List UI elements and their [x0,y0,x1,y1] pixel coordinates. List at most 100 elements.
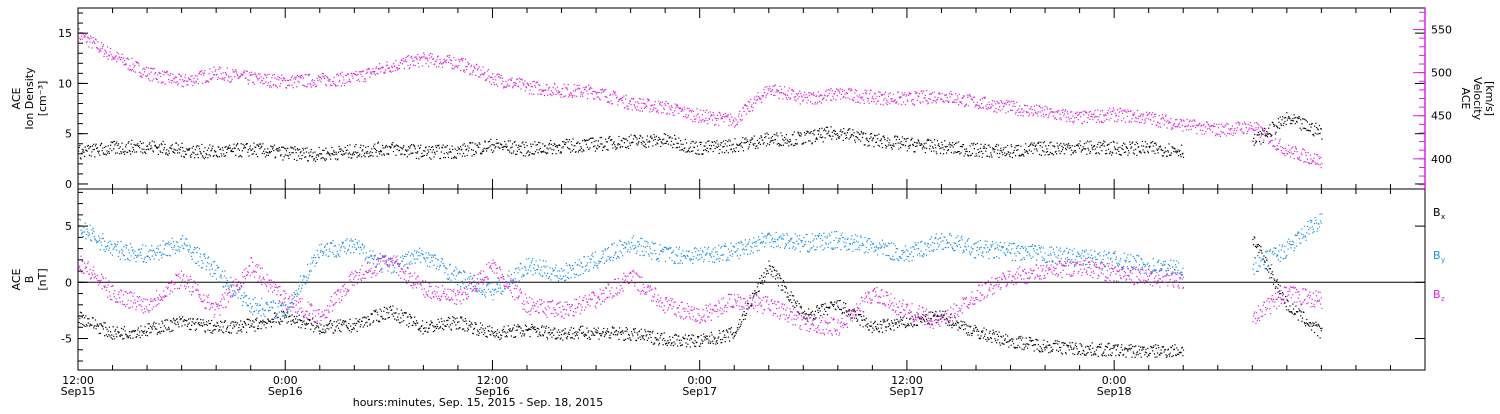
data-point [635,136,636,137]
data-point [1155,143,1156,144]
data-point [513,150,514,151]
data-point [392,144,393,145]
data-point [971,143,972,144]
data-point [191,325,192,326]
data-point [1057,145,1058,146]
data-point [107,336,108,337]
data-point [601,335,602,336]
data-point [525,330,526,331]
data-point [1112,152,1113,153]
data-point [150,68,151,69]
data-point [1222,132,1223,133]
data-point [283,77,284,78]
data-point [1305,152,1306,153]
data-point [222,147,223,148]
data-point [544,332,545,333]
data-point [644,142,645,143]
data-point [271,146,272,147]
data-point [117,331,118,332]
data-point [962,146,963,147]
data-point [591,331,592,332]
data-point [854,132,855,133]
data-point [859,94,860,95]
data-point [890,98,891,99]
data-point [1048,154,1049,155]
data-point [1268,133,1269,134]
data-point [596,93,597,94]
data-point [245,147,246,148]
data-point [454,322,455,323]
data-point [574,84,575,85]
data-point [755,148,756,149]
data-point [1151,114,1152,115]
data-point [1269,133,1270,134]
data-point [195,322,196,323]
data-point [620,331,621,332]
data-point [1110,111,1111,112]
data-point [801,133,802,134]
data-point [332,153,333,154]
data-point [948,101,949,102]
data-point [1249,128,1250,129]
data-point [1018,108,1019,109]
data-point [462,145,463,146]
data-point [424,151,425,152]
data-point [561,334,562,335]
data-point [321,78,322,79]
data-point [430,324,431,325]
data-point [193,323,194,324]
data-point [466,149,467,150]
data-point [573,149,574,150]
data-point [493,335,494,336]
data-point [102,326,103,327]
data-point [1204,133,1205,134]
data-point [131,140,132,141]
data-point [464,156,465,157]
data-point [192,85,193,86]
data-point [1025,143,1026,144]
data-point [454,67,455,68]
data-point [447,324,448,325]
data-point [1007,102,1008,103]
data-point [1139,116,1140,117]
data-point [152,80,153,81]
data-point [349,319,350,320]
data-point [1161,118,1162,119]
data-point [855,89,856,90]
data-point [1093,113,1094,114]
data-point [1108,149,1109,150]
data-point [137,145,138,146]
data-point [624,340,625,341]
data-point [658,101,659,102]
data-point [588,332,589,333]
data-point [1050,112,1051,113]
data-point [276,149,277,150]
data-point [410,145,411,146]
data-point [644,146,645,147]
data-point [424,327,425,328]
data-point [745,104,746,105]
data-point [1239,124,1240,125]
data-point [737,124,738,125]
data-point [505,81,506,82]
data-point [930,140,931,141]
data-point [228,76,229,77]
data-point [114,338,115,339]
data-point [267,323,268,324]
data-point [1122,145,1123,146]
data-point [729,119,730,120]
data-point [596,332,597,333]
data-point [221,73,222,74]
data-point [95,145,96,146]
data-point [600,99,601,100]
data-point [1191,129,1192,130]
data-point [1287,153,1288,154]
data-point [293,78,294,79]
data-point [760,144,761,145]
data-point [1205,126,1206,127]
data-point [653,109,654,110]
data-point [832,132,833,133]
data-point [1199,123,1200,124]
data-point [582,140,583,141]
data-point [577,85,578,86]
